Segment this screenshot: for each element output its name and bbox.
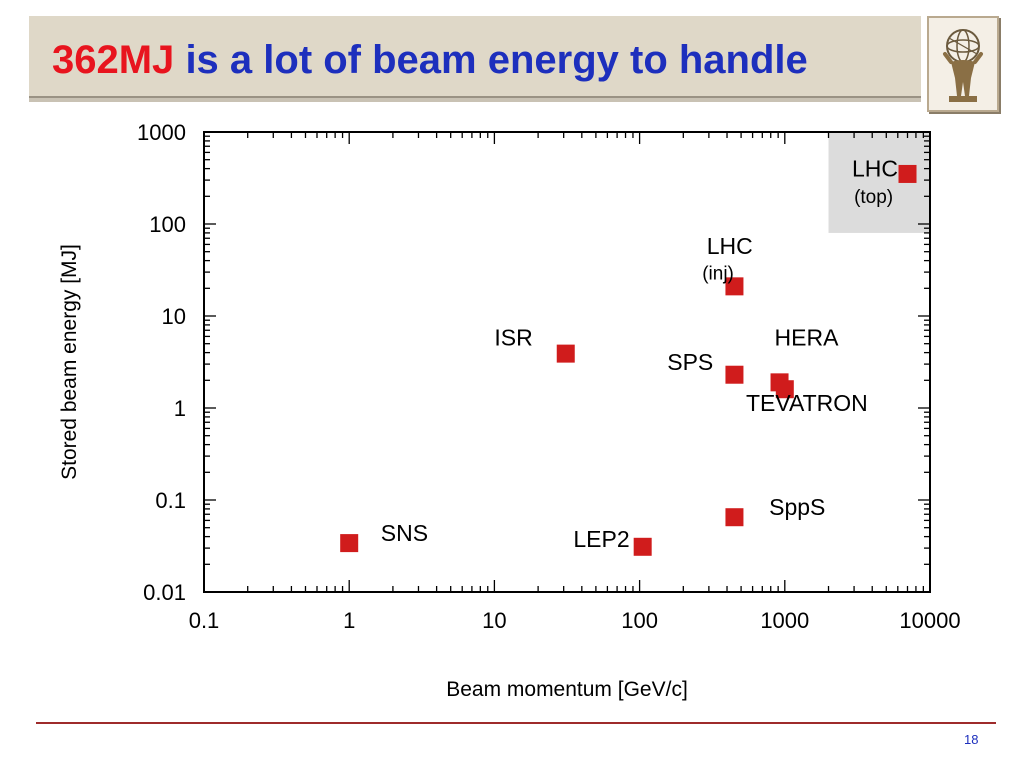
x-tick-label: 1 — [343, 608, 355, 633]
plot-frame — [203, 131, 931, 593]
point-label: SPS — [667, 349, 713, 375]
footer-divider — [36, 722, 996, 724]
chart: 0.1 1 10 100 1000 10000 0.01 0.1 1 10 100 1000 LHC(… — [40, 100, 1000, 720]
slide-title: 362MJ is a lot of beam energy to handle — [52, 34, 808, 86]
y-tick-label: 0.01 — [143, 580, 186, 605]
data-point — [340, 534, 359, 553]
point-label: LHC — [707, 233, 753, 259]
point-label: SNS — [381, 520, 428, 546]
data-point — [725, 277, 744, 296]
y-axis-label: Stored beam energy [MJ] — [58, 244, 81, 480]
atlas-logo — [927, 16, 999, 112]
point-label: ISR — [494, 324, 532, 350]
x-tick-label: 1000 — [760, 608, 809, 633]
point-label: (top) — [854, 187, 893, 208]
data-point — [775, 380, 794, 399]
point-label: LEP2 — [573, 526, 629, 552]
title-text: is a lot of beam energy to handle — [185, 38, 808, 82]
data-point — [633, 537, 652, 556]
point-label: SppS — [769, 494, 825, 520]
y-tick-label: 100 — [149, 212, 186, 237]
y-tick-label: 0.1 — [155, 488, 186, 513]
atlas-logo-icon — [943, 29, 983, 102]
point-label: (inj) — [702, 263, 734, 284]
x-tick-label: 100 — [621, 608, 658, 633]
x-axis-label: Beam momentum [GeV/c] — [446, 678, 688, 701]
x-tick-label: 10000 — [899, 608, 960, 633]
point-label: LHC — [852, 155, 898, 181]
page-number: 18 — [964, 732, 979, 747]
data-point — [556, 344, 575, 363]
x-tick-label: 10 — [482, 608, 506, 633]
x-tick-label: 0.1 — [189, 608, 220, 633]
data-point — [898, 164, 917, 183]
data-point — [725, 508, 744, 527]
data-point — [725, 365, 744, 384]
point-label: TEVATRON — [746, 390, 868, 416]
y-tick-label: 1 — [174, 396, 186, 421]
title-bar — [29, 16, 921, 102]
title-highlight: 362MJ — [52, 38, 175, 82]
title-bar-shadow — [29, 98, 921, 102]
y-tick-label: 1000 — [137, 120, 186, 145]
point-label: HERA — [775, 324, 840, 350]
y-tick-label: 10 — [162, 304, 186, 329]
